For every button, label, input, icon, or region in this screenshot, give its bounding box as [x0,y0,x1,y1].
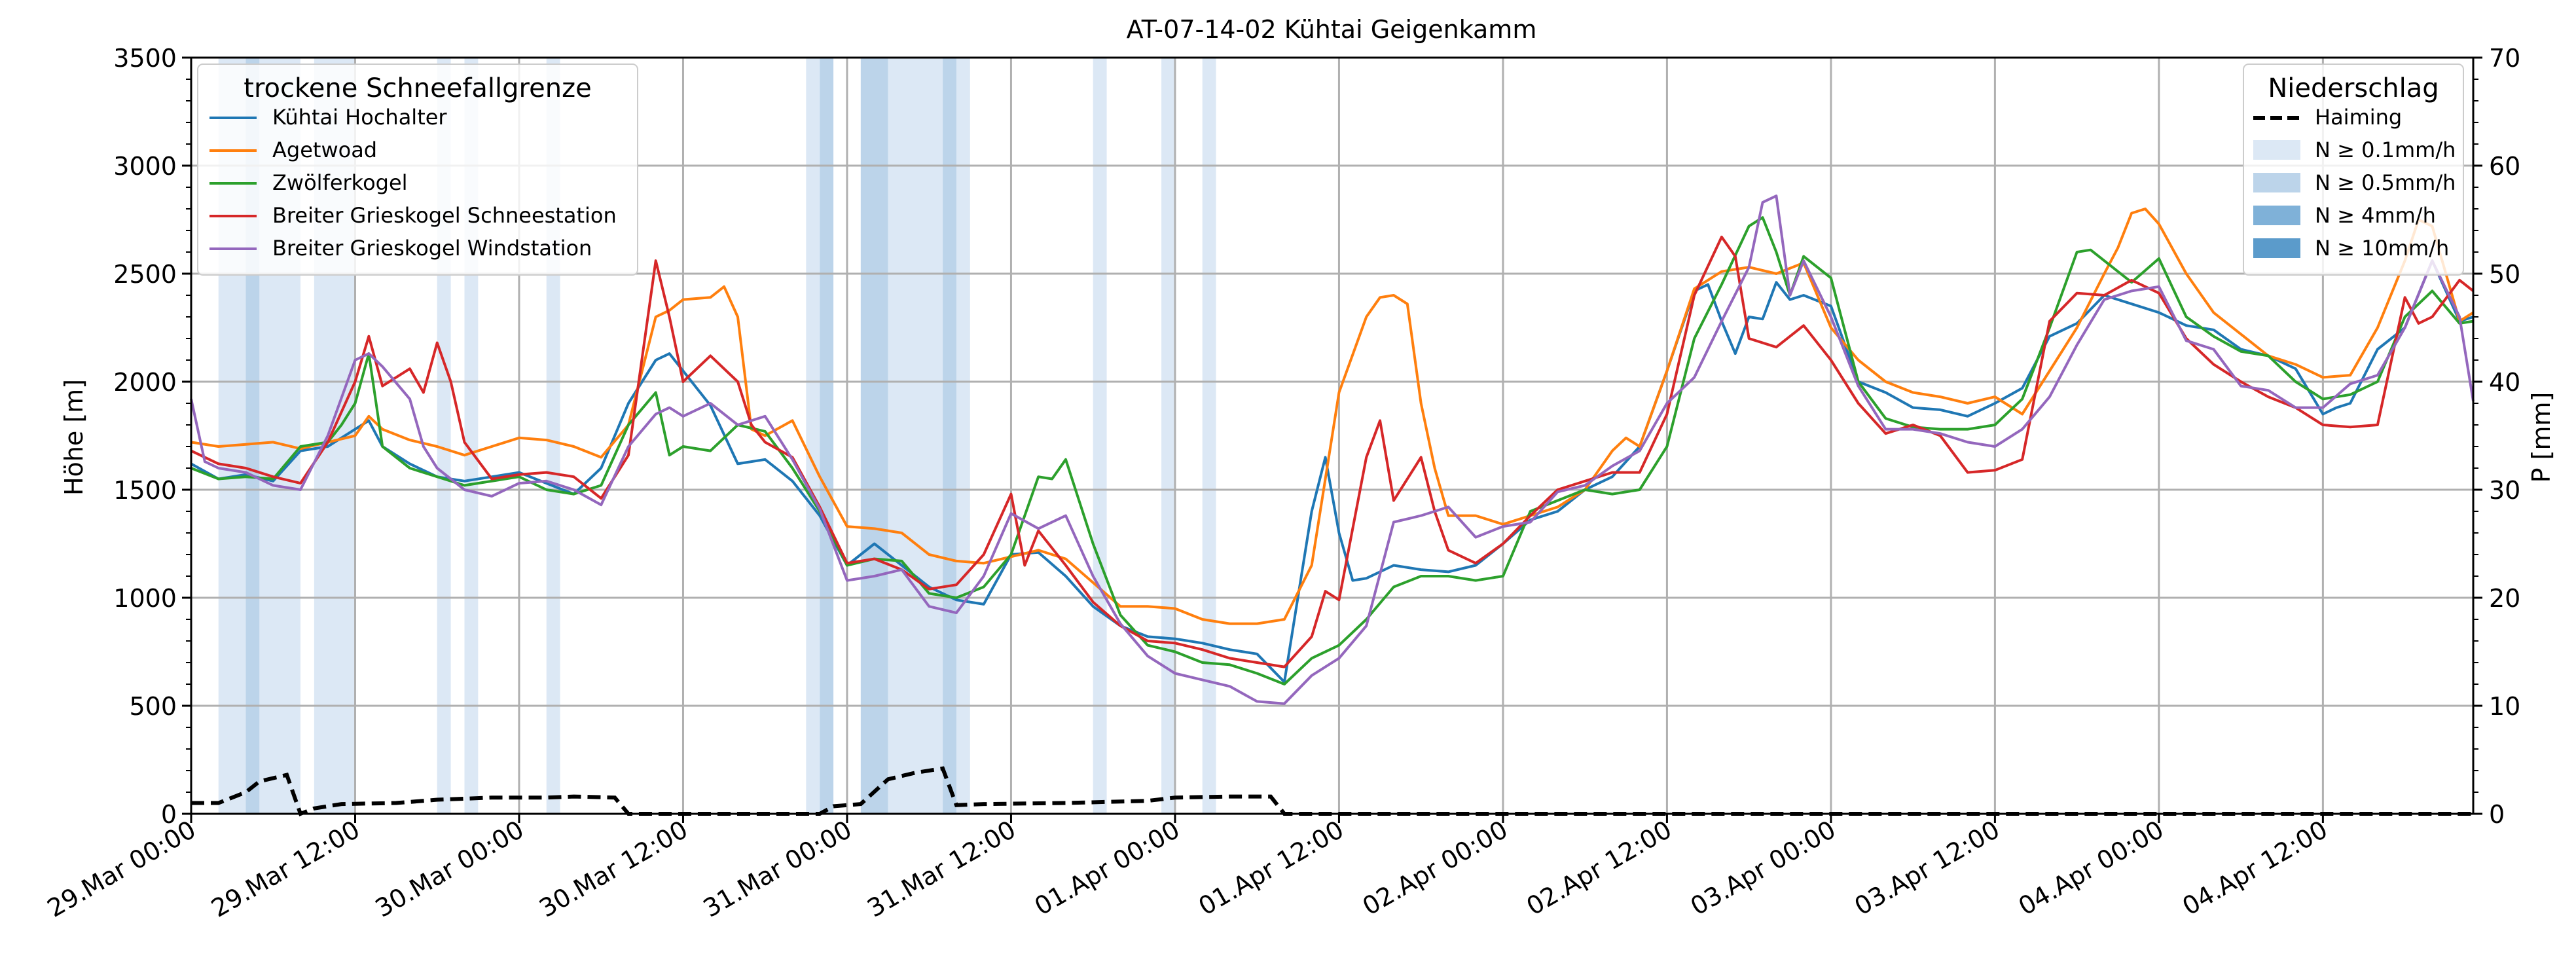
y-right-tick-label: 0 [2489,800,2505,829]
series-line-1 [190,208,2475,625]
y-right-tick-label: 50 [2489,260,2520,289]
series-line-3 [190,235,2475,668]
legend-right-swatch [2253,140,2300,160]
y-right-tick-label: 70 [2489,44,2520,73]
legend-left: trockene Schneefallgrenze Kühtai Hochalt… [197,64,638,276]
y-tick-label: 2000 [113,368,177,397]
y-right-tick-label: 40 [2489,368,2520,397]
legend-left-label: Breiter Grieskogel Windstation [272,236,592,261]
y-tick-label: 0 [161,800,177,829]
legend-left-frame [197,64,638,276]
precip-band [1161,58,1175,814]
legend-right-title: Niederschlag [2268,73,2439,103]
precip-band [943,58,956,814]
y-tick-label: 1500 [113,476,177,505]
precip-band [1093,58,1107,814]
y-axis-label: Höhe [m] [60,379,88,496]
y-tick-label: 1000 [113,584,177,613]
chart-title: AT-07-14-02 Kühtai Geigenkamm [1127,15,1537,44]
legend-left-label: Zwölferkogel [272,170,408,195]
precip-band [820,58,834,814]
legend-left-title: trockene Schneefallgrenze [244,73,591,103]
legend-right-label: N ≥ 10mm/h [2315,236,2449,261]
precip-band [956,58,970,814]
legend-left-label: Breiter Grieskogel Schneestation [272,203,617,228]
series-line-4 [190,194,2475,705]
series-line-2 [190,216,2474,685]
y-right-tick-label: 10 [2489,692,2520,721]
y-right-tick-label: 20 [2489,584,2520,613]
y-right-tick-label: 60 [2489,152,2520,181]
y-axis-label-right: P [mm] [2527,392,2556,483]
plot-frame [190,56,2475,815]
legend-left-label: Kühtai Hochalter [272,105,447,130]
y-tick-label: 500 [129,692,177,721]
y-tick-label: 2500 [113,260,177,289]
precip-band [806,58,820,814]
precip-band [860,58,888,814]
precip-band [888,58,943,814]
legend-right-swatch [2253,173,2300,192]
legend-right-swatch [2253,238,2300,258]
precip-band [1202,58,1216,814]
legend-right-label: N ≥ 0.1mm/h [2315,137,2456,162]
legend-right-label: N ≥ 4mm/h [2315,203,2436,228]
y-right-tick-label: 30 [2489,476,2520,505]
y-tick-label: 3500 [113,44,177,73]
legend-right-swatch [2253,206,2300,225]
y-tick-label: 3000 [113,152,177,181]
legend-right-label: N ≥ 0.5mm/h [2315,170,2456,195]
legend-right: Niederschlag Haiming N ≥ 0.1mm/h N ≥ 0.5mm… [2243,64,2464,276]
legend-right-label: Haiming [2315,105,2402,130]
legend-left-label: Agetwoad [272,137,377,162]
